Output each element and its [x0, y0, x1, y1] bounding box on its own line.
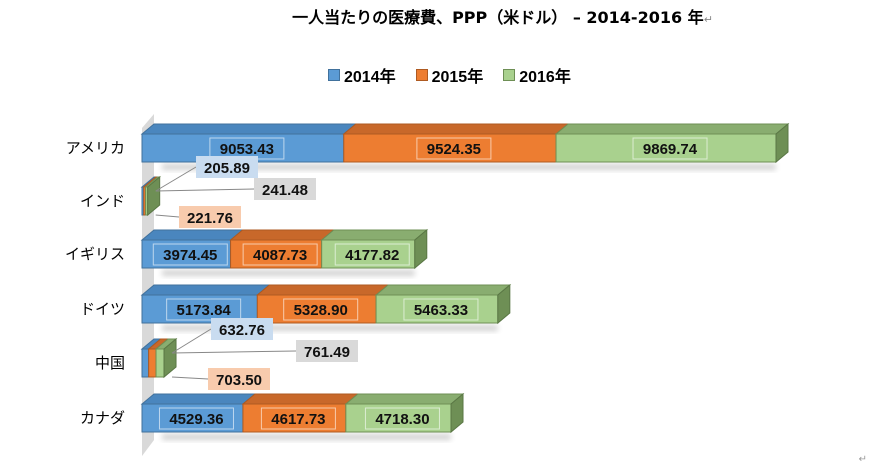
legend-label-2015: 2015年: [431, 69, 484, 86]
bar-segment-2015年: [255, 284, 390, 324]
value-callout: 205.89: [204, 160, 250, 177]
category-label: カナダ: [80, 409, 125, 427]
value-callout: 632.76: [219, 322, 265, 339]
value-label: 9869.74: [643, 141, 698, 158]
bar-segment-2016年: [144, 175, 162, 217]
bar-segment-2014年: [140, 123, 358, 163]
value-label: 4529.36: [169, 411, 223, 428]
return-mark-icon: ↵: [703, 13, 713, 26]
legend-swatch-2016: [503, 69, 516, 81]
legend-item-2014: 2014年: [328, 63, 396, 87]
legend-label-2016: 2016年: [519, 69, 571, 86]
category-label: ドイツ: [80, 300, 125, 318]
value-label: 4087.73: [253, 247, 307, 264]
chart-title-text: 一人当たりの医療費、PPP（米ドル） – 2014-2016 年: [292, 8, 704, 27]
value-label: 5328.90: [294, 302, 348, 319]
value-callout: 703.50: [216, 372, 262, 389]
value-callout: 241.48: [262, 182, 308, 199]
category-label: イギリス: [65, 245, 125, 263]
category-label: インド: [80, 192, 125, 210]
bar-segment-2015年: [241, 393, 360, 433]
legend-item-2016: 2016年: [503, 63, 571, 87]
value-label: 5173.84: [177, 302, 232, 319]
value-label: 4177.82: [345, 247, 399, 264]
bar-segment-2016年: [344, 392, 465, 434]
chart-title: 一人当たりの医療費、PPP（米ドル） – 2014-2016 年↵: [0, 4, 885, 28]
value-callout: 761.49: [304, 344, 350, 361]
value-label: 3974.45: [163, 247, 217, 264]
value-label: 4718.30: [375, 411, 429, 428]
bar-segment-2016年: [554, 122, 790, 164]
category-label: 中国: [95, 354, 125, 372]
bar-segment-2014年: [140, 229, 244, 269]
chart-legend: 2014年 2015年 2016年: [328, 63, 571, 87]
legend-swatch-2014: [328, 69, 340, 81]
legend-item-2015: 2015年: [415, 63, 484, 87]
value-label: 5463.33: [414, 302, 468, 319]
value-callout: 221.76: [187, 210, 233, 227]
bar-segment-2015年: [229, 229, 336, 269]
bar-segment-2016年: [320, 228, 429, 270]
bar-series-group: 9053.43 9524.35 9869.74 205.89 241.48 221.76 3…: [140, 122, 790, 440]
legend-swatch-2015: [415, 69, 428, 81]
return-mark-icon: ↵: [858, 454, 867, 465]
legend-label-2014: 2014年: [344, 69, 396, 86]
value-label: 9524.35: [427, 141, 481, 158]
value-label: 9053.43: [220, 141, 274, 158]
category-label: アメリカ: [66, 139, 125, 157]
value-label: 4617.73: [271, 411, 325, 428]
bar-segment-2016年: [154, 337, 178, 379]
bar-segment-2015年: [342, 123, 570, 163]
